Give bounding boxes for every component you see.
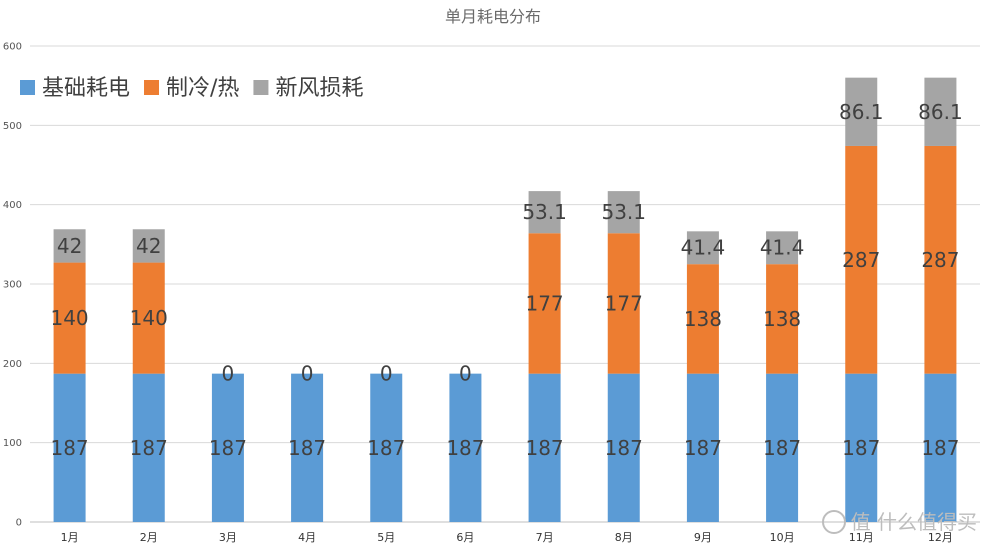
y-tick-label: 600 — [3, 42, 22, 53]
bar-segment — [370, 373, 403, 522]
bar-segment — [845, 373, 878, 522]
y-tick-label: 0 — [16, 518, 22, 529]
data-label: 53.1 — [522, 200, 567, 224]
x-tick-label: 11月 — [849, 531, 874, 544]
y-tick-label: 300 — [3, 280, 22, 291]
y-tick-label: 500 — [3, 121, 22, 132]
data-label: 177 — [605, 291, 643, 315]
data-label: 287 — [921, 248, 959, 272]
data-label: 140 — [130, 306, 168, 330]
x-tick-label: 10月 — [770, 531, 795, 544]
data-label: 53.1 — [601, 200, 646, 224]
watermark: 值 什么值得买 — [822, 510, 977, 534]
x-tick-label: 2月 — [140, 531, 158, 544]
bar-segment — [607, 233, 640, 374]
y-tick-label: 400 — [3, 200, 22, 211]
data-label: 287 — [842, 248, 880, 272]
data-label: 42 — [57, 234, 82, 258]
legend-label: 基础耗电 — [42, 76, 130, 101]
data-label: 187 — [684, 436, 722, 460]
legend-label: 制冷/热 — [166, 76, 239, 101]
bar-segment — [528, 373, 561, 522]
data-label: 187 — [367, 436, 405, 460]
data-label: 138 — [763, 307, 801, 331]
bar-segment — [211, 373, 244, 522]
x-tick-label: 3月 — [219, 531, 237, 544]
bar-segment — [528, 191, 561, 234]
axes: 0 100 200 300 400 500 600 1月 2月 3月 4月 5月 6月 7月 8月 9月 10月… — [3, 42, 953, 545]
data-label: 187 — [288, 436, 326, 460]
gridlines — [30, 45, 980, 523]
bar-segment — [53, 262, 86, 374]
bar-segment — [607, 191, 640, 234]
bar-segment — [924, 145, 957, 374]
x-tick-label: 5月 — [377, 531, 395, 544]
x-tick-label: 9月 — [694, 531, 712, 544]
legend-swatch — [144, 80, 160, 95]
data-labels: 187 140 42 187 140 42 187 0 187 0 187 0 187 0 187 177 53… — [50, 100, 962, 460]
watermark-logo-icon — [822, 510, 846, 534]
data-label: 86.1 — [918, 100, 963, 124]
bar-segment — [766, 231, 799, 265]
bar-segment — [845, 145, 878, 374]
y-tick-label: 100 — [3, 438, 22, 449]
bar-segment — [766, 264, 799, 374]
legend-label: 新风损耗 — [275, 76, 363, 101]
bar-segment — [528, 233, 561, 374]
bar-segment — [766, 373, 799, 522]
bar-segment — [291, 373, 324, 522]
bar-segment — [132, 262, 165, 374]
x-tick-label: 8月 — [615, 531, 633, 544]
data-label: 0 — [222, 362, 235, 386]
data-label: 187 — [763, 436, 801, 460]
data-label: 187 — [842, 436, 880, 460]
data-label: 187 — [130, 436, 168, 460]
legend-swatch — [20, 80, 35, 95]
x-tick-label: 1月 — [61, 531, 79, 544]
data-label: 0 — [459, 362, 472, 386]
data-label: 41.4 — [681, 236, 726, 260]
data-label: 42 — [136, 234, 161, 258]
bar-segment — [607, 373, 640, 522]
bar-segment — [449, 373, 482, 522]
data-label: 187 — [525, 436, 563, 460]
legend-swatch — [253, 80, 269, 95]
bars — [53, 77, 957, 522]
x-tick-label: 6月 — [456, 531, 474, 544]
bar-segment — [53, 373, 86, 522]
data-label: 187 — [209, 436, 247, 460]
data-label: 0 — [380, 362, 393, 386]
data-label: 140 — [50, 306, 88, 330]
chart-title: 单月耗电分布 — [445, 7, 541, 26]
bar-segment — [132, 229, 165, 263]
data-label: 41.4 — [760, 236, 805, 260]
data-label: 187 — [446, 436, 484, 460]
bar-segment — [924, 77, 957, 146]
data-label: 138 — [684, 307, 722, 331]
bar-segment — [686, 231, 719, 265]
data-label: 0 — [301, 362, 314, 386]
data-label: 177 — [525, 291, 563, 315]
legend: 基础耗电 制冷/热 新风损耗 — [20, 76, 363, 101]
data-label: 187 — [605, 436, 643, 460]
x-tick-label: 12月 — [928, 531, 953, 544]
data-label: 86.1 — [839, 100, 884, 124]
bar-segment — [686, 264, 719, 374]
bar-segment — [132, 373, 165, 522]
x-tick-label: 4月 — [298, 531, 316, 544]
y-tick-label: 200 — [3, 359, 22, 370]
data-label: 187 — [50, 436, 88, 460]
bar-segment — [53, 229, 86, 263]
bar-segment — [924, 373, 957, 522]
watermark-text: 值 什么值得买 — [851, 510, 977, 534]
x-tick-label: 7月 — [536, 531, 554, 544]
bar-segment — [845, 77, 878, 146]
bar-segment — [686, 373, 719, 522]
data-label: 187 — [921, 436, 959, 460]
